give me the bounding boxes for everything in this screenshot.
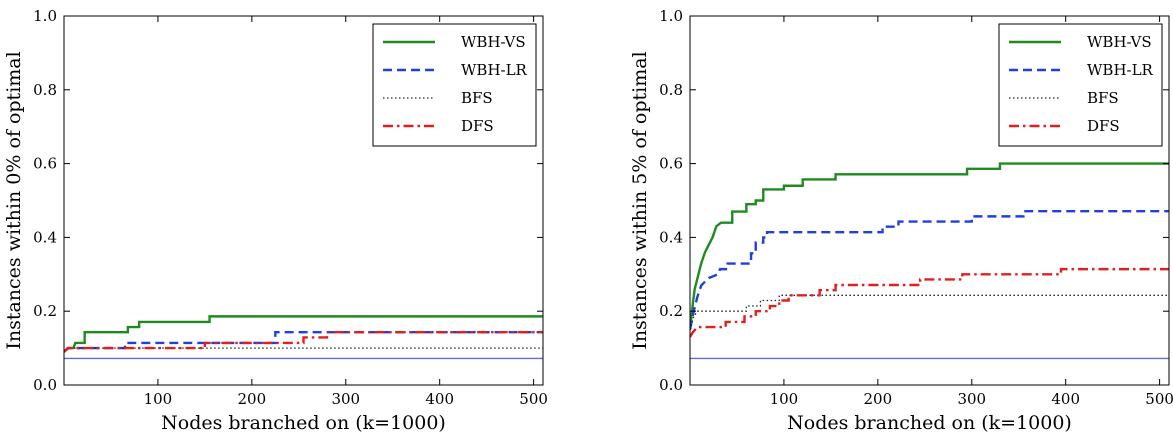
y-tick-label: 0.2 xyxy=(33,302,57,320)
series-line-bfs xyxy=(64,347,543,353)
legend-box xyxy=(372,23,537,147)
y-tick-label: 1.0 xyxy=(33,7,57,25)
legend-label-wbh-vs: WBH-VS xyxy=(461,33,526,51)
legend: WBH-VS WBH-LR BFS DFS xyxy=(998,23,1163,147)
y-tick-label: 0.0 xyxy=(33,376,57,394)
x-tick-label: 500 xyxy=(1145,390,1173,408)
x-tick-label: 200 xyxy=(238,390,267,408)
x-tick-label: 100 xyxy=(144,390,173,408)
x-axis-label: Nodes branched on (k=1000) xyxy=(787,412,1072,434)
series-line-wbh-lr xyxy=(690,210,1169,330)
legend-label-bfs: BFS xyxy=(1087,89,1119,107)
series-line-bfs xyxy=(690,294,1169,330)
plot-frame xyxy=(689,15,1170,386)
y-tick-label: 0.6 xyxy=(659,155,683,173)
series-line-dfs xyxy=(690,267,1169,338)
series-line-wbh-vs xyxy=(690,162,1169,330)
chart-panel-1: 0.0 0.2 0.4 0.6 0.8 1.0 100 200 300 400 500 Nodes b… xyxy=(3,7,548,434)
x-tick-label: 400 xyxy=(1051,390,1080,408)
y-tick-label: 0.4 xyxy=(33,228,57,246)
y-tick-label: 0.0 xyxy=(659,376,683,394)
y-tick-label: 0.6 xyxy=(33,155,57,173)
legend-label-bfs: BFS xyxy=(461,89,493,107)
y-tick-label: 0.4 xyxy=(659,228,683,246)
series-line-wbh-vs xyxy=(64,315,543,353)
y-tick-label: 1.0 xyxy=(659,7,683,25)
y-axis-label: Instances within 0% of optimal xyxy=(3,51,25,349)
legend-label-dfs: DFS xyxy=(461,117,494,135)
y-axis-label: Instances within 5% of optimal xyxy=(629,51,651,349)
x-tick-label: 300 xyxy=(331,390,360,408)
plot-frame xyxy=(63,15,544,386)
legend-label-wbh-lr: WBH-LR xyxy=(461,61,528,79)
x-tick-label: 500 xyxy=(519,390,548,408)
chart-panel-2: 0.0 0.2 0.4 0.6 0.8 1.0 100 200 300 400 500 Nodes b… xyxy=(629,7,1173,434)
x-axis-label: Nodes branched on (k=1000) xyxy=(161,412,446,434)
legend-label-wbh-vs: WBH-VS xyxy=(1087,33,1152,51)
legend-box xyxy=(998,23,1163,147)
x-tick-label: 400 xyxy=(425,390,454,408)
legend-label-wbh-lr: WBH-LR xyxy=(1087,61,1154,79)
legend-label-dfs: DFS xyxy=(1087,117,1120,135)
legend: WBH-VS WBH-LR BFS DFS xyxy=(372,23,537,147)
series-line-dfs xyxy=(64,331,543,353)
y-tick-label: 0.8 xyxy=(659,81,683,99)
x-tick-label: 100 xyxy=(770,390,799,408)
x-tick-label: 300 xyxy=(957,390,986,408)
x-tick-label: 200 xyxy=(864,390,893,408)
y-tick-label: 0.2 xyxy=(659,302,683,320)
y-tick-label: 0.8 xyxy=(33,81,57,99)
